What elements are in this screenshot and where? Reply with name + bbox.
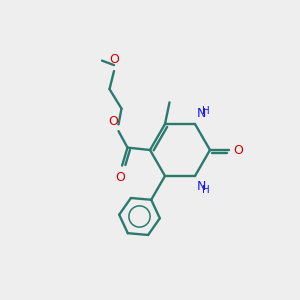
Text: N: N [197,107,206,120]
Text: H: H [202,106,209,116]
Text: O: O [234,143,244,157]
Text: N: N [197,180,206,193]
Text: O: O [116,171,125,184]
Text: H: H [202,185,209,195]
Text: O: O [109,53,119,66]
Text: O: O [108,115,118,128]
